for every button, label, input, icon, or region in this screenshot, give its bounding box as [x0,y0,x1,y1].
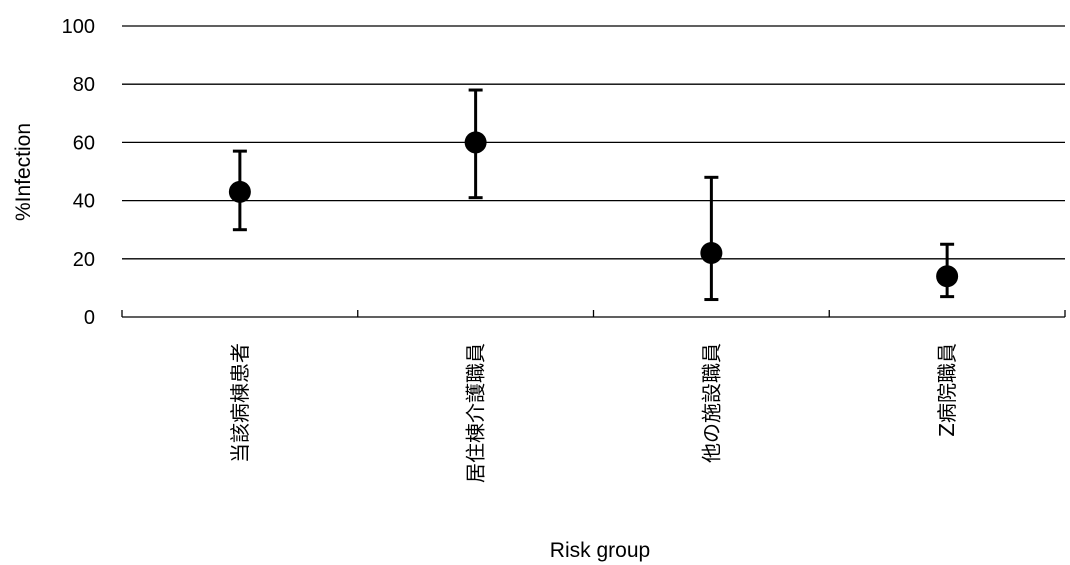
x-category-label: 居住棟介護職員 [464,343,488,483]
x-category-label: Z病院職員 [935,343,959,437]
data-points [228,88,959,302]
gridlines [122,25,1065,318]
data-point-marker [700,241,723,264]
y-tick-label: 40 [73,191,95,213]
data-point-group [228,149,251,232]
x-axis: 当該病棟患者 居住棟介護職員 他の施設職員 Z病院職員 [121,310,1066,483]
data-point-group [700,175,723,302]
x-category-label: 他の施設職員 [699,343,723,463]
data-point-marker [936,265,959,288]
data-point-group [936,242,959,299]
y-tick-label: 20 [73,249,95,271]
y-tick-label: 60 [73,132,95,154]
x-axis-title: Risk group [550,539,650,562]
x-category-label: 当該病棟患者 [228,343,252,463]
y-tick-label: 100 [62,16,95,38]
data-point-group [464,88,487,200]
y-tick-label: 0 [84,307,95,329]
y-axis-title: %Infection [12,123,35,221]
y-tick-label: 80 [73,74,95,96]
data-point-marker [228,180,251,203]
y-axis-ticks: 0 20 40 60 80 100 [62,16,95,329]
data-point-marker [464,131,487,154]
